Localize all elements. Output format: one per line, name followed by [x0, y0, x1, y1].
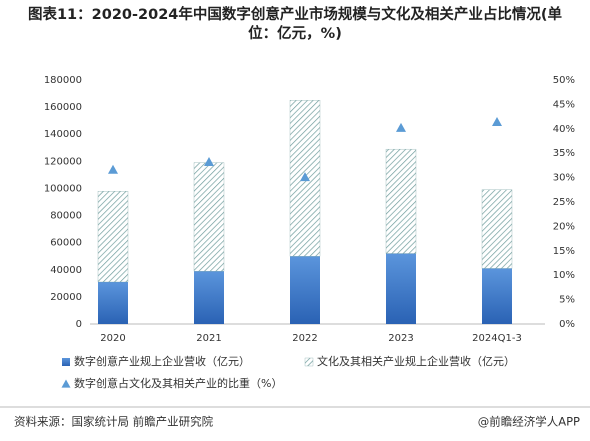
- bar: [385, 148, 417, 254]
- legend-label: 数字创意占文化及其相关产业的比重（%）: [74, 376, 282, 390]
- y-tick-label: 20000: [50, 292, 82, 303]
- y2-tick-label: 15%: [553, 246, 575, 257]
- legend-swatch: [304, 357, 314, 367]
- y2-tick-label: 10%: [553, 270, 575, 281]
- x-tick-label: 2023: [388, 333, 413, 344]
- marker: [204, 156, 214, 166]
- bar: [481, 189, 513, 269]
- y2-tick-label: 5%: [559, 295, 575, 306]
- y2-tick-label: 25%: [553, 197, 575, 208]
- marker: [300, 172, 310, 182]
- y2-tick-label: 30%: [553, 173, 575, 184]
- y2-tick-label: 40%: [553, 124, 575, 135]
- bar: [194, 271, 224, 324]
- y2-tick-label: 0%: [559, 319, 575, 330]
- y-tick-label: 60000: [50, 238, 82, 249]
- chart-title: 图表11：2020-2024年中国数字创意产业市场规模与文化及相关产业占比情况(…: [27, 7, 563, 42]
- legend-swatch: [61, 379, 71, 388]
- bar: [386, 253, 416, 324]
- x-tick-label: 2022: [292, 333, 317, 344]
- bar: [97, 191, 129, 283]
- credit: @前瞻经济学人APP: [478, 415, 580, 429]
- legend-swatch: [62, 358, 70, 366]
- y-tick-label: 120000: [44, 156, 82, 167]
- bar: [482, 268, 512, 324]
- bar: [98, 281, 128, 324]
- y-tick-label: 140000: [44, 129, 82, 140]
- x-tick-label: 2024Q1-3: [472, 333, 522, 344]
- y-tick-label: 100000: [44, 183, 82, 194]
- x-tick-label: 2021: [196, 333, 221, 344]
- legend-label: 文化及其相关产业规上企业营收（亿元）: [317, 354, 515, 368]
- y2-tick-label: 20%: [553, 221, 575, 232]
- marker: [396, 122, 406, 132]
- y-tick-label: 40000: [50, 265, 82, 276]
- bar: [193, 162, 225, 272]
- y2-tick-label: 45%: [553, 99, 575, 110]
- y-tick-label: 80000: [50, 211, 82, 222]
- marker: [108, 164, 118, 174]
- y2-tick-label: 35%: [553, 148, 575, 159]
- source: 资料来源：国家统计局 前瞻产业研究院: [14, 415, 214, 429]
- y-tick-label: 160000: [44, 102, 82, 113]
- y2-tick-label: 50%: [553, 75, 575, 86]
- y-tick-label: 180000: [44, 75, 82, 86]
- marker: [492, 116, 502, 126]
- x-tick-label: 2020: [100, 333, 125, 344]
- bar: [290, 256, 320, 324]
- legend-label: 数字创意产业规上企业营收（亿元）: [74, 354, 250, 368]
- y-tick-label: 0: [76, 319, 82, 330]
